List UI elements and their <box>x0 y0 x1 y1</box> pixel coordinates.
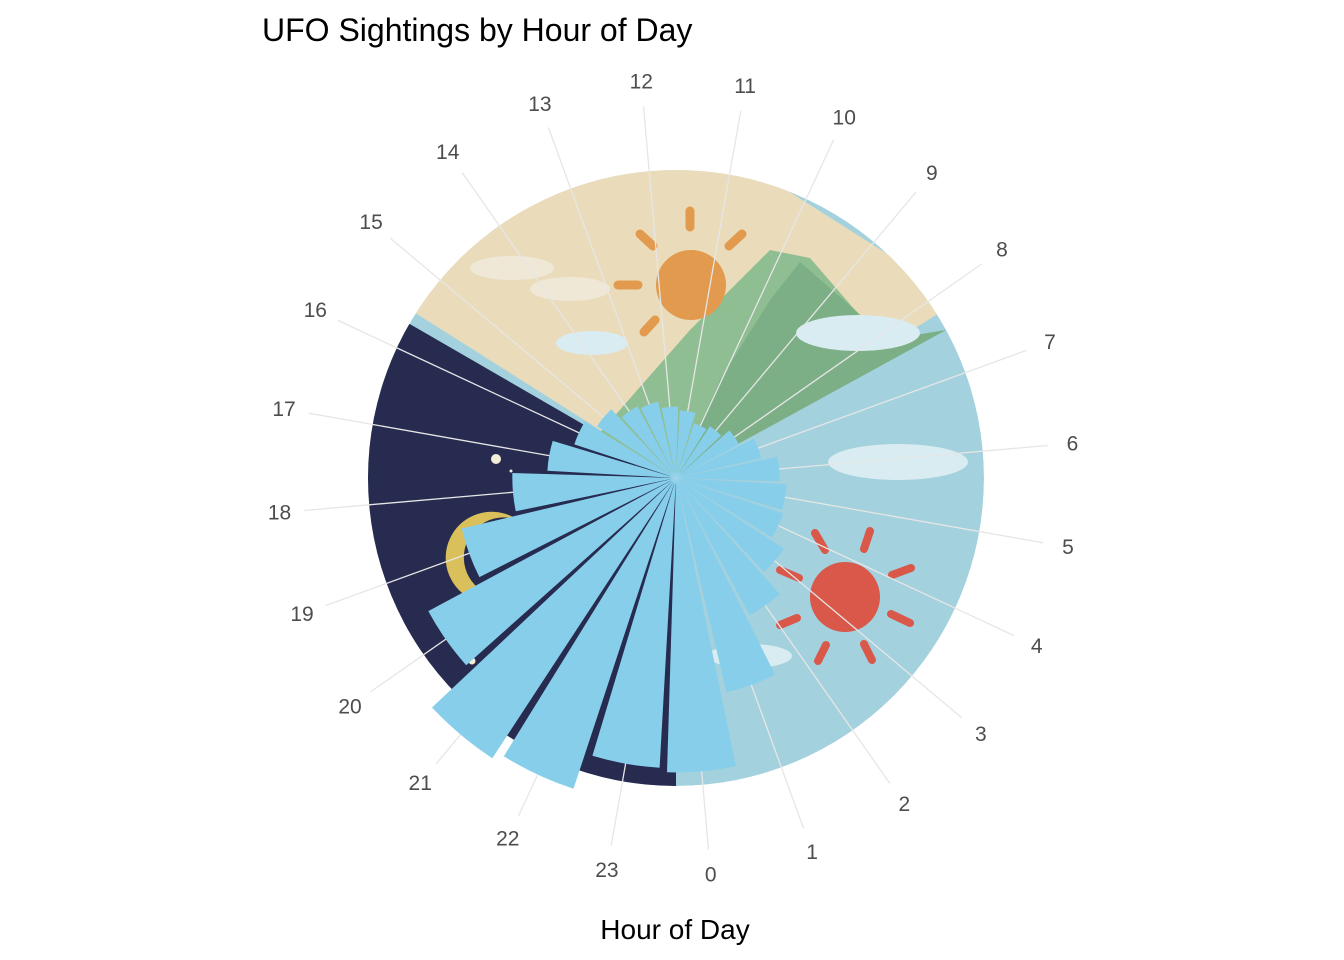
tick-label-hour-13: 13 <box>528 93 551 116</box>
bar-hour-10 <box>676 423 707 478</box>
bar-hour-8 <box>676 430 739 478</box>
tick-label-hour-21: 21 <box>409 772 432 795</box>
bar-hour-2 <box>676 478 780 616</box>
bar-hour-21 <box>432 478 676 759</box>
gridline-hour-9 <box>675 191 917 479</box>
tick-label-hour-2: 2 <box>898 793 910 816</box>
bar-hour-14 <box>621 406 676 478</box>
tick-label-hour-3: 3 <box>975 723 987 746</box>
bar-hour-23 <box>592 478 676 768</box>
tick-label-hour-12: 12 <box>630 71 653 94</box>
bar-hour-22 <box>503 478 676 789</box>
tick-label-hour-9: 9 <box>926 162 938 185</box>
bar-series <box>428 401 787 789</box>
bar-hour-3 <box>676 478 784 572</box>
tick-label-hour-18: 18 <box>268 502 291 525</box>
mountain-shade-panel <box>676 262 946 478</box>
bar-hour-15 <box>597 409 676 478</box>
bar-hour-6 <box>676 456 780 482</box>
bar-hour-1 <box>676 478 776 693</box>
x-axis-title: Hour of Day <box>600 914 749 945</box>
gridline-hour-10 <box>675 139 835 479</box>
tick-label-hour-5: 5 <box>1062 536 1074 559</box>
tick-label-hour-6: 6 <box>1067 432 1079 455</box>
morning-sun-icon <box>613 206 747 337</box>
tick-label-hour-15: 15 <box>359 211 382 234</box>
bar-hour-5 <box>676 478 787 510</box>
bar-hour-20 <box>428 478 676 666</box>
tick-label-hour-22: 22 <box>496 828 519 851</box>
bar-hour-12 <box>661 406 679 478</box>
tick-label-hour-19: 19 <box>290 603 313 626</box>
afternoon-sun-icon <box>776 527 915 665</box>
tick-label-hour-7: 7 <box>1044 331 1056 354</box>
tick-label-hour-0: 0 <box>705 864 717 887</box>
tick-label-hour-1: 1 <box>806 841 818 864</box>
bar-hour-13 <box>640 401 676 478</box>
bar-hour-9 <box>676 426 722 478</box>
tick-label-hour-14: 14 <box>436 141 460 164</box>
bar-hour-11 <box>676 410 696 478</box>
bar-hour-17 <box>547 440 676 478</box>
bar-hour-7 <box>676 438 762 478</box>
tick-label-hour-17: 17 <box>272 398 295 421</box>
tick-label-hour-23: 23 <box>595 859 618 882</box>
tick-label-hour-16: 16 <box>304 299 327 322</box>
bar-hour-18 <box>512 473 676 512</box>
bar-hour-16 <box>574 421 676 478</box>
tick-label-hour-4: 4 <box>1031 635 1043 658</box>
bar-hour-4 <box>676 478 784 538</box>
chart-title: UFO Sightings by Hour of Day <box>262 12 692 48</box>
tick-label-hour-20: 20 <box>338 695 361 718</box>
tick-label-hour-8: 8 <box>996 239 1008 262</box>
tick-label-hour-11: 11 <box>734 75 756 98</box>
bar-hour-0 <box>667 478 736 773</box>
tick-label-hour-10: 10 <box>833 106 856 129</box>
bar-hour-19 <box>461 478 676 578</box>
